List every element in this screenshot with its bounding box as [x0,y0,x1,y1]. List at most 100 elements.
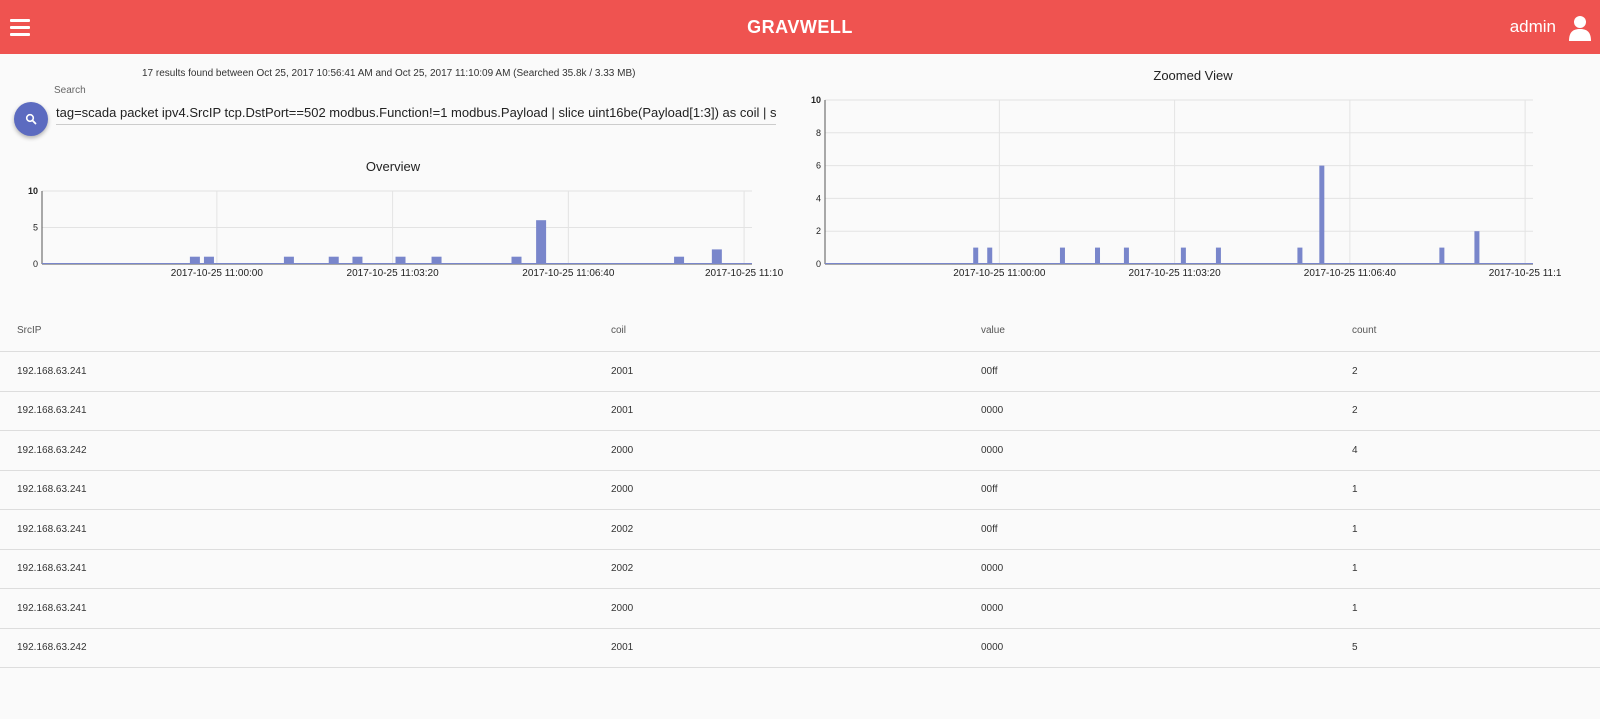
chart-bar [1215,247,1221,264]
chart-bar [1123,247,1129,264]
chart-bar [1297,247,1303,264]
x-tick-label: 2017-10-25 11:06:40 [522,268,615,279]
search-label: Search [54,85,86,96]
chart-bar [1059,247,1065,264]
x-tick-label: 2017-10-25 11:00:00 [953,268,1046,279]
cell-coil: 2001 [611,391,981,431]
table-row[interactable]: 192.168.63.241 2000 0000 1 [0,588,1600,629]
search-icon [25,113,37,125]
y-tick-label: 4 [816,193,821,203]
cell-srcip: 192.168.63.241 [0,391,611,431]
column-header-value[interactable]: value [981,309,1352,352]
cell-value: 0000 [981,391,1352,431]
cell-value: 0000 [981,549,1352,589]
table-row[interactable]: 192.168.63.241 2001 0000 2 [0,391,1600,431]
cell-value: 00ff [981,470,1352,510]
chart-bar [283,256,294,264]
y-tick-label: 2 [816,226,821,236]
cell-value: 00ff [981,351,1352,392]
cell-srcip: 192.168.63.242 [0,430,611,471]
cell-srcip: 192.168.63.241 [0,588,611,629]
cell-count: 2 [1352,391,1600,431]
cell-count: 2 [1352,351,1600,392]
user-menu[interactable]: admin [1460,0,1600,54]
chart-bar [674,256,685,264]
chart-bar [511,256,522,264]
y-tick-label: 8 [816,128,821,138]
zoomed-chart-title: Zoomed View [1153,68,1233,83]
cell-coil: 2000 [611,470,981,510]
y-tick-label: 10 [811,95,821,105]
cell-count: 1 [1352,509,1600,550]
table-row[interactable]: 192.168.63.242 2000 0000 4 [0,430,1600,471]
chart-bar [1439,247,1445,264]
results-summary: 17 results found between Oct 25, 2017 10… [142,68,636,79]
cell-coil: 2000 [611,430,981,471]
table-row[interactable]: 192.168.63.241 2001 00ff 2 [0,351,1600,392]
x-tick-label: 2017-10-25 11:06:40 [1304,268,1397,279]
search-button[interactable] [14,102,48,136]
chart-bar [1180,247,1186,264]
cell-count: 5 [1352,628,1600,668]
table-header-row: SrcIP coil value count [0,309,1600,352]
cell-srcip: 192.168.63.241 [0,549,611,589]
user-name: admin [1509,17,1556,36]
x-tick-label: 2017-10-25 11:03:20 [1129,268,1222,279]
chart-bar [711,249,722,264]
cell-coil: 2000 [611,588,981,629]
x-tick-label: 2017-10-25 11:1 [1489,268,1562,279]
chart-bar [973,247,979,264]
cell-count: 4 [1352,430,1600,471]
cell-srcip: 192.168.63.242 [0,628,611,668]
x-tick-label: 2017-10-25 11:10 [705,268,784,279]
chart-bar [203,256,214,264]
chart-bar [1095,247,1101,264]
results-table: SrcIP coil value count 192.168.63.241 200… [0,309,1600,668]
cell-value: 0000 [981,430,1352,471]
y-tick-label: 6 [816,161,821,171]
column-header-srcip[interactable]: SrcIP [0,309,611,352]
cell-srcip: 192.168.63.241 [0,470,611,510]
search-input[interactable] [56,100,776,125]
top-app-bar: GRAVWELL admin [0,0,1600,54]
app-brand: GRAVWELL [747,17,853,37]
cell-count: 1 [1352,588,1600,629]
hamburger-menu-icon[interactable] [10,19,30,37]
cell-value: 0000 [981,628,1352,668]
column-header-count[interactable]: count [1352,309,1600,352]
chart-bar [1319,165,1325,264]
column-header-coil[interactable]: coil [611,309,981,352]
chart-bar [189,256,200,264]
cell-count: 1 [1352,470,1600,510]
y-tick-label: 0 [816,259,821,269]
cell-srcip: 192.168.63.241 [0,509,611,550]
chart-bar [352,256,363,264]
cell-coil: 2001 [611,628,981,668]
x-tick-label: 2017-10-25 11:00:00 [171,268,264,279]
y-tick-label: 5 [33,223,38,233]
y-tick-label: 10 [28,186,38,196]
cell-coil: 2002 [611,549,981,589]
chart-bar [987,247,993,264]
cell-coil: 2002 [611,509,981,550]
chart-bar [536,220,547,264]
chart-bar [1474,231,1480,264]
table-row[interactable]: 192.168.63.241 2002 00ff 1 [0,509,1600,550]
table-row[interactable]: 192.168.63.242 2001 0000 5 [0,628,1600,668]
cell-coil: 2001 [611,351,981,392]
x-tick-label: 2017-10-25 11:03:20 [347,268,440,279]
cell-srcip: 192.168.63.241 [0,351,611,392]
zoomed-chart[interactable]: 0 2 4 6 8 10 2017-10-25 11:00:00 2017-10-25 11:… [790,92,1600,282]
cell-value: 00ff [981,509,1352,550]
chart-bar [328,256,339,264]
chart-bar [431,256,442,264]
table-row[interactable]: 192.168.63.241 2000 00ff 1 [0,470,1600,510]
y-tick-label: 0 [33,259,38,269]
overview-chart[interactable]: 0 5 10 2017-10-25 11:00:00 2017-10-25 11:03:… [0,180,786,290]
table-row[interactable]: 192.168.63.241 2002 0000 1 [0,549,1600,589]
chart-bar [395,256,406,264]
overview-chart-title: Overview [365,159,421,174]
cell-value: 0000 [981,588,1352,629]
cell-count: 1 [1352,549,1600,589]
user-icon[interactable] [1568,15,1592,41]
